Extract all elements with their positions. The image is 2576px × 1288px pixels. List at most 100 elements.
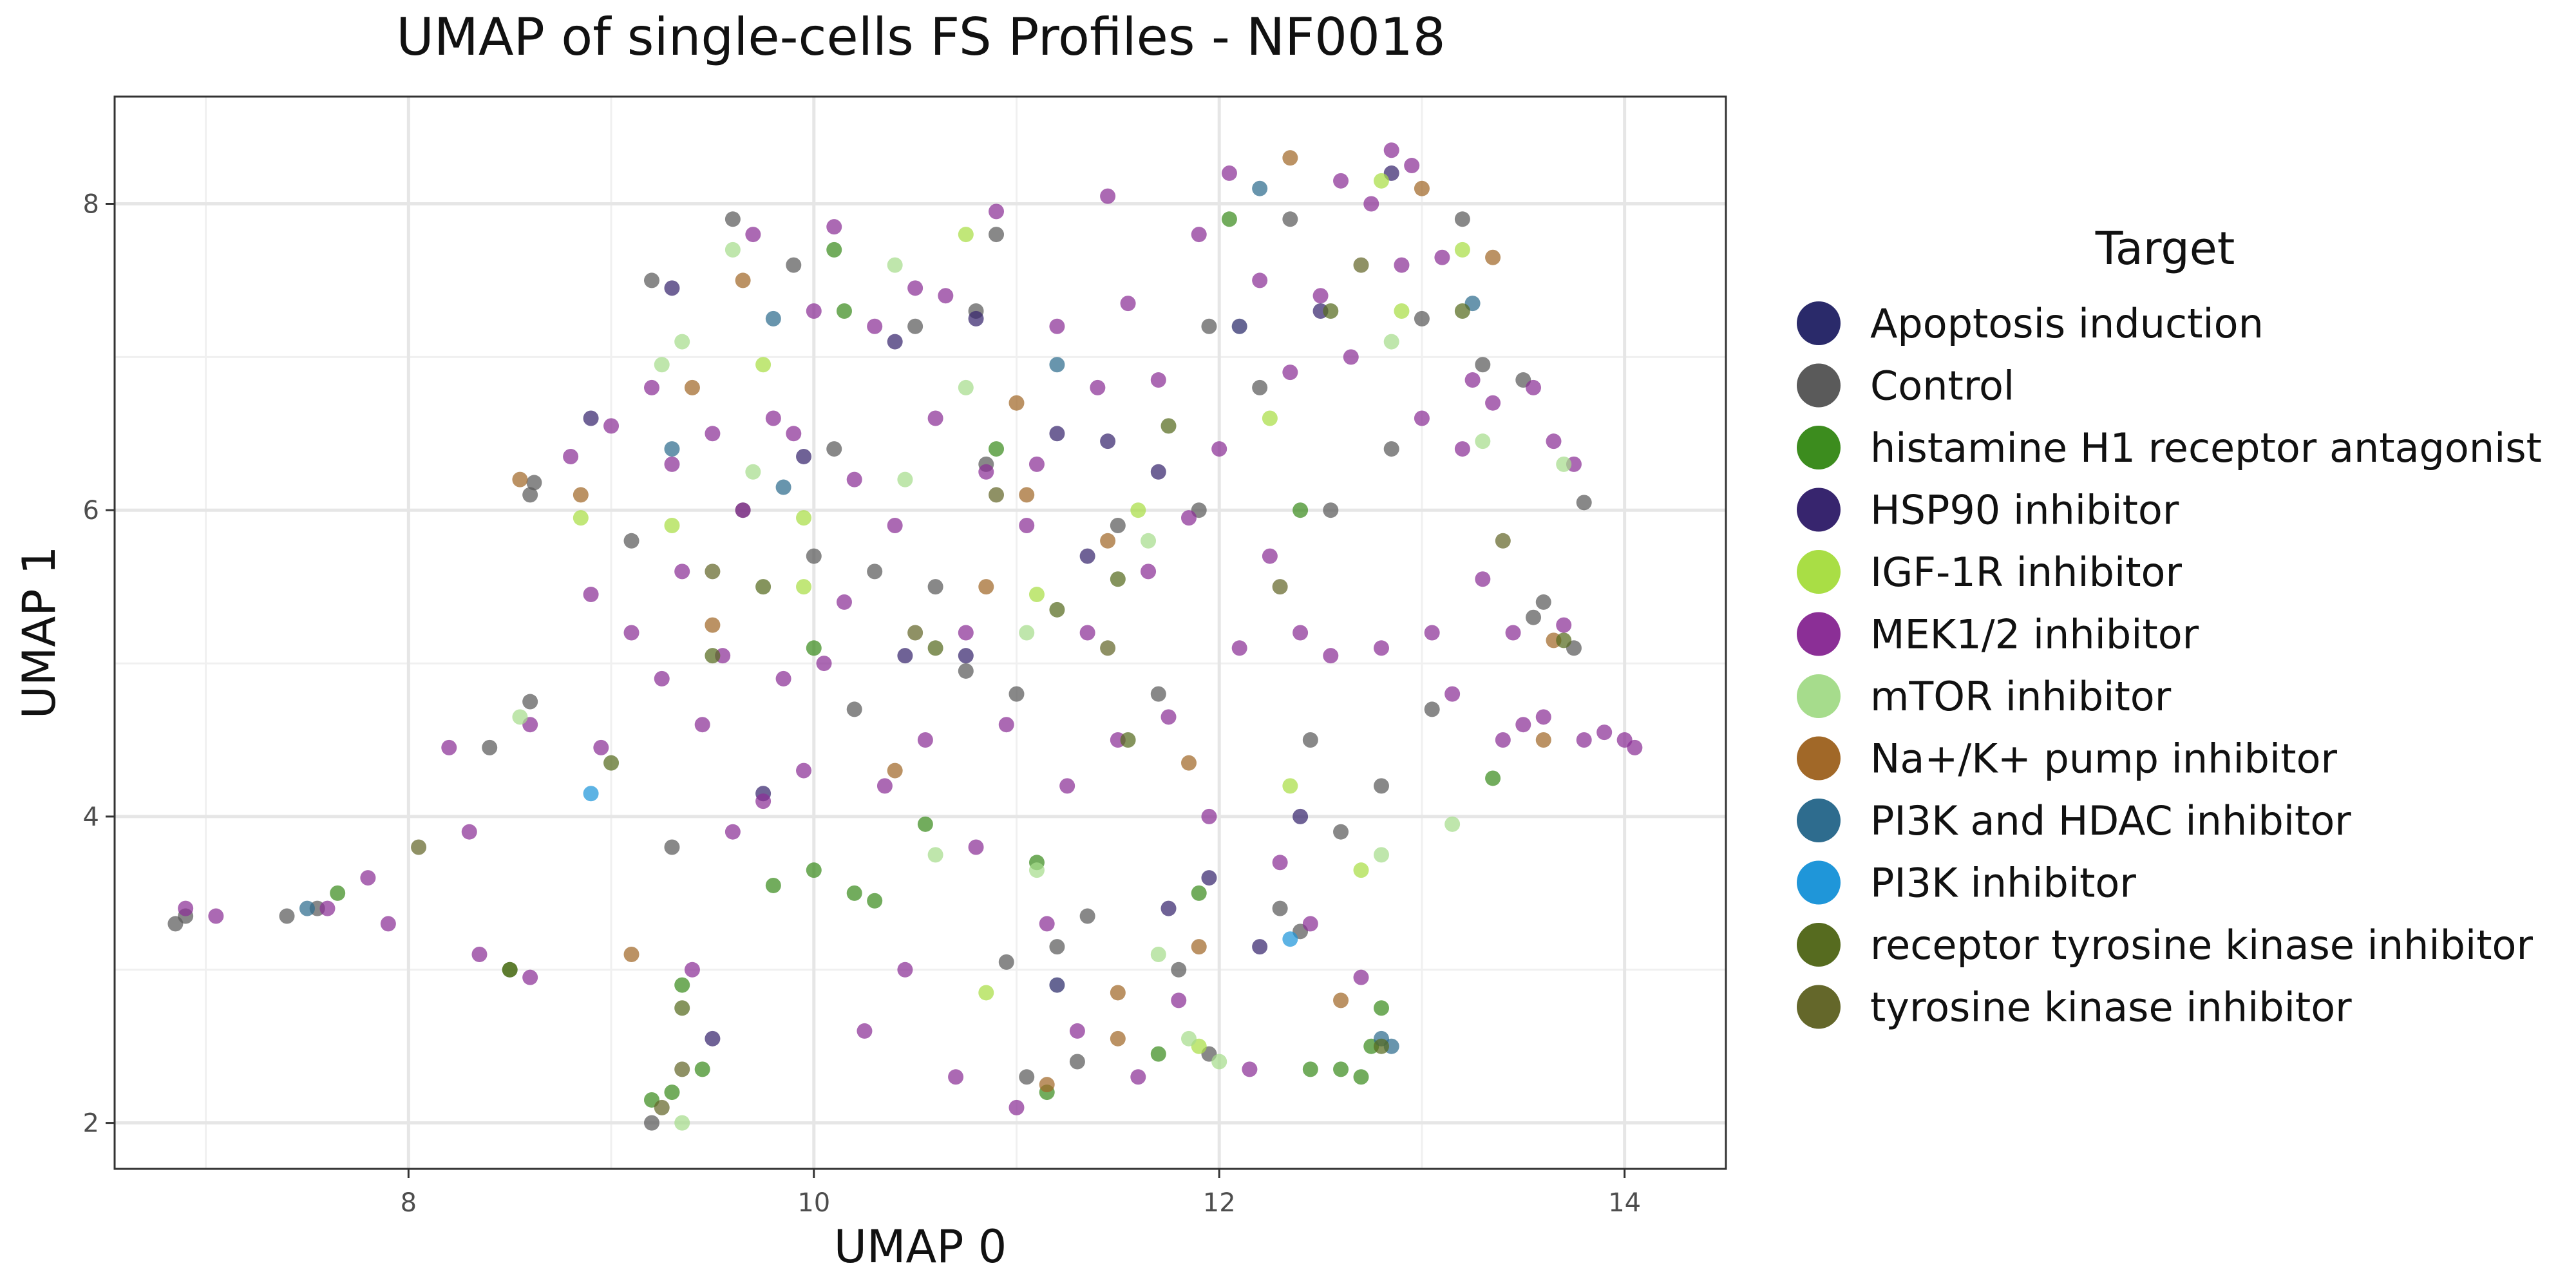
data-point [1181,1030,1197,1046]
data-point [1302,1061,1318,1077]
data-point [623,533,639,549]
data-point [1323,648,1339,664]
data-point [1383,441,1399,457]
data-point [299,900,315,916]
data-point [1373,778,1389,794]
data-point [897,961,913,978]
data-point [279,908,295,924]
data-point [1282,211,1298,227]
data-point [1475,433,1491,450]
data-point [786,426,802,442]
data-point [867,318,883,334]
chart-title: UMAP of single-cells FS Profiles - NF001… [396,7,1445,67]
data-point [978,464,994,480]
data-point [1252,272,1268,289]
x-tick-label: 12 [1203,1188,1236,1218]
data-point [765,877,781,893]
legend-label: PI3K inhibitor [1870,860,2136,907]
legend-item: MEK1/2 inhibitor [1797,611,2199,658]
data-point [1282,150,1298,166]
data-point [907,280,923,296]
legend-label: Control [1870,363,2014,410]
legend: Apoptosis induction Control histamine H1 r… [1797,300,2542,1031]
data-point [1373,173,1389,189]
data-point [826,441,842,457]
data-point [573,510,589,526]
data-point [846,701,862,717]
data-point [826,242,842,258]
data-point [775,479,791,495]
legend-key [1797,301,1841,345]
data-point [796,510,812,526]
data-point [1150,464,1166,480]
data-point [1515,717,1531,733]
data-point [1444,816,1461,832]
data-point [654,357,670,373]
data-point [1333,992,1349,1009]
data-point [724,242,741,258]
data-point [502,961,518,978]
data-point [806,862,822,878]
data-point [755,357,772,373]
data-point [705,617,721,633]
data-point [1262,410,1278,426]
legend-key [1797,985,1841,1029]
data-point [867,564,883,580]
data-point [735,502,751,518]
data-point [846,885,862,901]
data-point [603,418,620,434]
data-point [593,739,609,755]
y-tick-label: 2 [83,1109,99,1139]
data-point [664,280,680,296]
legend-label: tyrosine kinase inhibitor [1870,984,2352,1031]
data-point [806,640,822,656]
data-point [583,587,599,603]
data-point [1110,1030,1126,1046]
series-tyrosine-kinase-inhibitor [411,257,1511,1115]
data-point [786,257,802,273]
legend-item: Apoptosis induction [1797,300,2264,347]
data-point [1150,372,1166,388]
data-point [887,334,903,350]
series-pi3k-inhibitor [583,786,1298,947]
legend-label: Na+/K+ pump inhibitor [1870,735,2337,782]
data-point [1333,824,1349,840]
data-point [968,310,984,327]
legend-key [1797,612,1841,656]
data-point [1535,732,1551,748]
data-point [867,893,883,909]
data-point [482,739,498,755]
data-point [1505,625,1521,641]
data-point [1221,165,1237,181]
data-point [1262,548,1278,564]
data-point [1019,1069,1035,1085]
data-point [471,947,488,962]
data-point [573,487,589,503]
data-point [1100,640,1116,656]
data-point [1160,418,1177,434]
data-point [887,257,903,273]
data-point [1191,227,1207,243]
data-point [1373,1038,1389,1054]
legend-key [1797,488,1841,532]
data-point [1272,579,1288,595]
data-point [360,870,376,886]
data-point [958,625,974,641]
data-point [208,908,224,924]
data-point [705,426,721,442]
data-point [1404,158,1420,174]
data-point [1150,686,1166,702]
data-point [522,694,538,710]
data-point [1293,808,1309,824]
data-point [1394,303,1410,319]
data-point [724,211,741,227]
data-point [978,579,994,595]
data-point [796,762,812,779]
data-point [583,786,599,802]
data-point [1009,686,1025,702]
data-point [1353,257,1369,273]
data-point [1383,334,1399,350]
data-point [1160,709,1177,725]
data-point [745,227,761,243]
